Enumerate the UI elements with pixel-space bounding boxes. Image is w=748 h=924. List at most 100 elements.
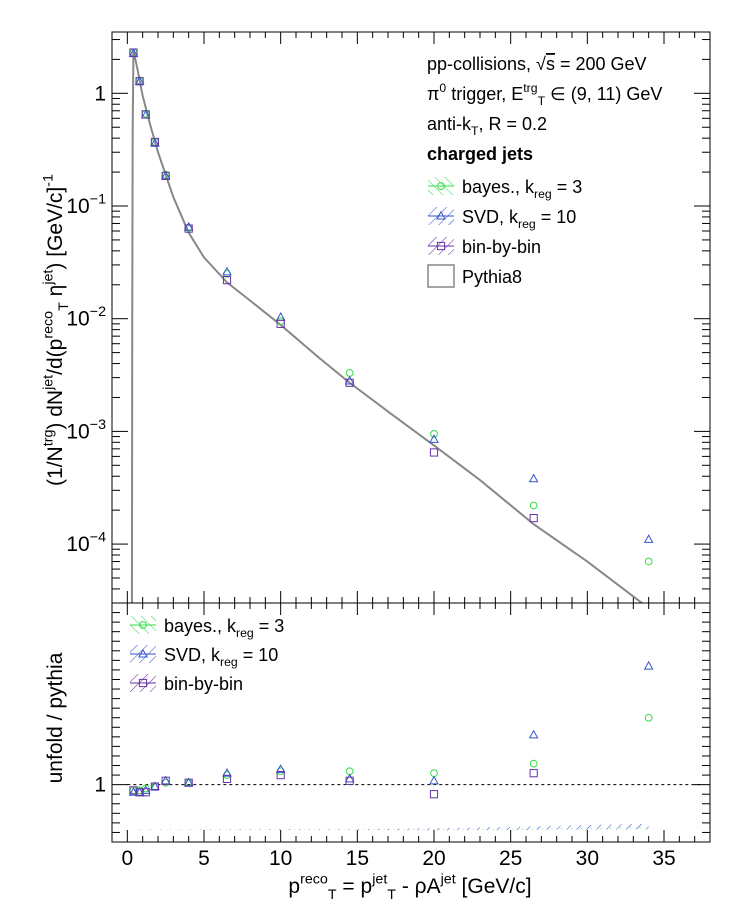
annotation-0: pp-collisions, √s = 200 GeV xyxy=(427,54,647,74)
legend-marker xyxy=(139,621,147,629)
annotation-3: charged jets xyxy=(427,144,533,164)
ratio-legend: bayes., kreg = 3 SVD, kreg = 10 bin-by-bin xyxy=(130,616,284,694)
ratio-legend-entry-bayes-k-reg-3: bayes., kreg = 3 xyxy=(130,616,284,640)
ratio-frame xyxy=(111,602,711,843)
data-point-bayes-k-reg-3 xyxy=(430,429,438,438)
ratio-point-bayes-k-reg-3 xyxy=(644,713,653,722)
ratio-point-bin-by-bin xyxy=(345,776,354,785)
ratio-point-bin-by-bin xyxy=(129,786,138,795)
legend-swatch xyxy=(427,264,455,288)
y-tick-label-10-2: 10−2 xyxy=(66,304,106,330)
legend-entry-bin-by-bin: bin-by-bin xyxy=(428,237,541,257)
data-point-svd-k-reg-10 xyxy=(183,221,194,231)
ratio-band-bin-by-bin xyxy=(133,829,534,831)
data-point-bin-by-bin xyxy=(161,171,170,180)
legend-label-bin-by-bin: bin-by-bin xyxy=(462,237,541,257)
data-point-svd-k-reg-10 xyxy=(528,473,539,483)
ratio-legend-label-bin-by-bin: bin-by-bin xyxy=(164,674,243,694)
data-point-svd-k-reg-10 xyxy=(429,434,439,443)
data-point-bin-by-bin xyxy=(276,319,285,328)
data-point-svd-k-reg-10 xyxy=(134,76,145,85)
ratio-point-bin-by-bin xyxy=(135,788,144,797)
x-tick-label-20: 20 xyxy=(422,847,445,870)
ratio-point-svd-k-reg-10 xyxy=(344,773,355,783)
legend-marker xyxy=(138,648,148,658)
y-axis-title: (1/Ntrg) dNjet/d(precoT ηjet) [GeV/c]-1 xyxy=(41,174,72,486)
ratio-point-svd-k-reg-10 xyxy=(275,764,286,773)
legend-marker xyxy=(436,210,446,220)
x-tick-label-15: 15 xyxy=(346,847,369,870)
data-point-svd-k-reg-10 xyxy=(150,138,160,147)
ratio-legend-entry-svd-k-reg-10: SVD, kreg = 10 xyxy=(130,645,278,669)
data-point-svd-k-reg-10 xyxy=(160,170,171,180)
ratio-legend-label-bayes-k-reg-3: bayes., kreg = 3 xyxy=(164,616,284,640)
y-axis-title-text: (1/Ntrg) dNjet/d(precoT ηjet) [GeV/c]-1 xyxy=(41,174,72,486)
data-point-bin-by-bin xyxy=(150,137,160,147)
ratio-point-bin-by-bin xyxy=(150,782,160,791)
data-point-bin-by-bin xyxy=(184,224,193,233)
ratio-point-svd-k-reg-10 xyxy=(528,729,539,739)
ratio-point-bayes-k-reg-3 xyxy=(345,767,354,776)
data-point-bin-by-bin xyxy=(345,378,354,387)
x-tick-label-30: 30 xyxy=(576,847,599,870)
ratio-point-svd-k-reg-10 xyxy=(128,787,139,796)
data-point-svd-k-reg-10 xyxy=(643,534,654,543)
ratio-point-svd-k-reg-10 xyxy=(222,767,232,777)
ratio-y-axis-title: unfold / pythia xyxy=(44,652,67,783)
legend-marker xyxy=(138,678,148,688)
ratio-point-bin-by-bin xyxy=(161,776,170,785)
x-tick-label-5: 5 xyxy=(198,847,210,870)
legend-label-bayes-k-reg-3: bayes., kreg = 3 xyxy=(462,177,582,201)
data-point-bin-by-bin xyxy=(135,77,144,86)
data-point-bin-by-bin xyxy=(529,514,538,523)
legend-marker xyxy=(437,182,445,190)
spectrum-data xyxy=(128,48,654,603)
data-point-svd-k-reg-10 xyxy=(344,375,355,385)
legend-entry-bayes-k-reg-3: bayes., kreg = 3 xyxy=(428,177,582,201)
x-axis-title: precoT = pjetT - ρAjet [GeV/c] xyxy=(288,872,531,903)
spectrum-frame xyxy=(111,31,711,604)
spectrum-legend: bayes., kreg = 3 SVD, kreg = 10 bin-by-bin… xyxy=(427,177,582,288)
legend-label-svd-k-reg-10: SVD, kreg = 10 xyxy=(462,207,576,231)
line-pythia8 xyxy=(130,50,644,603)
ratio-point-svd-k-reg-10 xyxy=(643,660,654,670)
ratio-point-svd-k-reg-10 xyxy=(183,777,194,787)
data-point-bayes-k-reg-3 xyxy=(529,501,538,510)
ratio-point-bin-by-bin xyxy=(184,778,193,787)
x-tick-label-10: 10 xyxy=(269,847,292,870)
x-tick-label-25: 25 xyxy=(499,847,522,870)
legend-entry-svd-k-reg-10: SVD, kreg = 10 xyxy=(428,207,576,231)
ratio-point-svd-k-reg-10 xyxy=(150,781,160,791)
data-point-bin-by-bin xyxy=(129,48,138,57)
spectrum-panel: 1 10−1 10−2 10−3 10−4 (1/Ntrg) dNjet/d(precoT… xyxy=(41,31,711,604)
ratio-point-bayes-k-reg-3 xyxy=(529,759,538,768)
ratio-band-svd-k-reg-10 xyxy=(133,823,649,831)
data-point-bin-by-bin xyxy=(222,276,232,285)
y-tick-label-10-1: 10−1 xyxy=(66,192,106,218)
ratio-legend-entry-bin-by-bin: bin-by-bin xyxy=(130,674,243,694)
legend-label-pythia8: Pythia8 xyxy=(462,267,522,287)
data-point-bin-by-bin xyxy=(429,448,439,457)
ratio-point-svd-k-reg-10 xyxy=(140,785,151,794)
annotation-1: π0 trigger, EtrgT ∈ (9, 11) GeV xyxy=(427,81,662,108)
y-tick-label-ratio-1: 1 xyxy=(94,774,106,797)
ratio-point-svd-k-reg-10 xyxy=(429,775,439,785)
y-tick-label-1: 1 xyxy=(94,82,106,105)
legend-entry-pythia8: Pythia8 xyxy=(427,264,522,288)
ratio-y-axis-title-text: unfold / pythia xyxy=(44,652,67,783)
ratio-point-svd-k-reg-10 xyxy=(160,775,171,785)
ratio-point-bin-by-bin xyxy=(429,790,439,799)
data-point-svd-k-reg-10 xyxy=(222,266,232,276)
ratio-point-bayes-k-reg-3 xyxy=(430,769,438,778)
annotation-2: anti-kT, R = 0.2 xyxy=(427,114,547,138)
ratio-point-svd-k-reg-10 xyxy=(134,787,145,796)
ratio-data xyxy=(127,660,702,831)
y-tick-label-10-4: 10−4 xyxy=(66,530,106,556)
data-point-bin-by-bin xyxy=(141,110,150,119)
x-tick-label-35: 35 xyxy=(652,847,675,870)
ratio-point-bin-by-bin xyxy=(529,769,538,778)
data-point-bayes-k-reg-3 xyxy=(345,369,354,377)
data-point-bayes-k-reg-3 xyxy=(644,557,653,566)
